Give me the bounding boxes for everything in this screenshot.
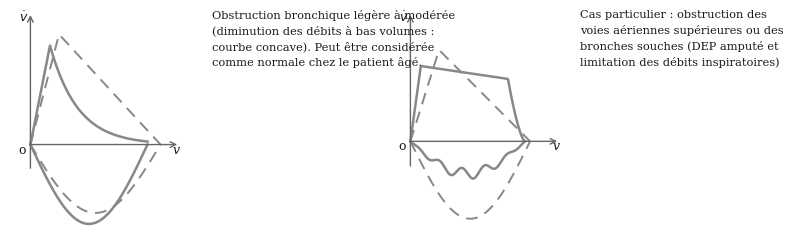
Text: $\dot{v}$: $\dot{v}$ [399, 10, 409, 25]
Text: $\dot{v}$: $\dot{v}$ [19, 11, 29, 25]
Text: v: v [173, 144, 180, 157]
Text: o: o [19, 144, 26, 157]
Text: o: o [399, 140, 406, 153]
Text: Cas particulier : obstruction des
voies aériennes supérieures ou des
bronches so: Cas particulier : obstruction des voies … [580, 10, 784, 68]
Text: Obstruction bronchique légère à modérée
(diminution des débits à bas volumes :
c: Obstruction bronchique légère à modérée … [212, 10, 455, 68]
Text: v: v [553, 140, 560, 153]
